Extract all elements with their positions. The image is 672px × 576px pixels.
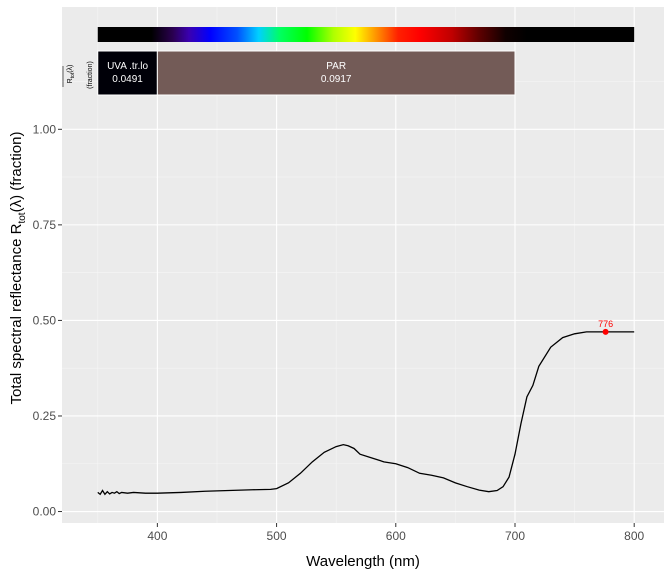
y-axis-title-main: Total spectral reflectance R [8, 223, 25, 404]
band-par: PAR 0.0917 [156, 50, 516, 96]
band-uva-value: 0.0491 [112, 74, 143, 85]
x-axis: 400 500 600 700 800 [147, 523, 645, 543]
x-tick-label: 800 [624, 529, 644, 543]
x-tick-label: 500 [267, 529, 287, 543]
peak-label: 776 [598, 319, 613, 329]
band-par-box [156, 50, 516, 96]
band-par-value: 0.0917 [321, 74, 352, 85]
y-tick-label: 1.00 [33, 122, 57, 136]
x-axis-title: Wavelength (nm) [306, 553, 420, 570]
spectrum-color-bar [97, 27, 635, 42]
band-uva: UVA .tr.lo 0.0491 [97, 50, 158, 96]
y-tick-label: 0.00 [33, 505, 57, 519]
x-tick-label: 400 [147, 529, 167, 543]
band-uva-label: UVA .tr.lo [107, 61, 148, 72]
y-axis-title: Total spectral reflectance Rtot(λ) (frac… [8, 132, 28, 405]
band-par-label: PAR [326, 61, 346, 72]
y-axis: 0.00 0.25 0.50 0.75 1.00 [33, 122, 62, 519]
y-axis-title-unit: (fraction) [8, 132, 25, 195]
y-tick-label: 0.50 [33, 313, 57, 327]
y-axis-title-lambda: (λ) [8, 195, 25, 213]
y-tick-label: 0.75 [33, 218, 57, 232]
band-y-label-unit: (fraction) [87, 61, 94, 89]
band-uva-box [97, 50, 158, 96]
x-tick-label: 700 [505, 529, 525, 543]
y-tick-label: 0.25 [33, 409, 57, 423]
band-y-label-main: Rtot(λ) [67, 65, 76, 84]
grid-major [62, 7, 664, 523]
y-axis-title-subscript: tot [17, 212, 28, 223]
series-line-spectrum [97, 331, 635, 496]
band-y-label: Rtot(λ) (fraction) [62, 61, 94, 89]
x-tick-label: 600 [386, 529, 406, 543]
peak-point [602, 328, 609, 335]
